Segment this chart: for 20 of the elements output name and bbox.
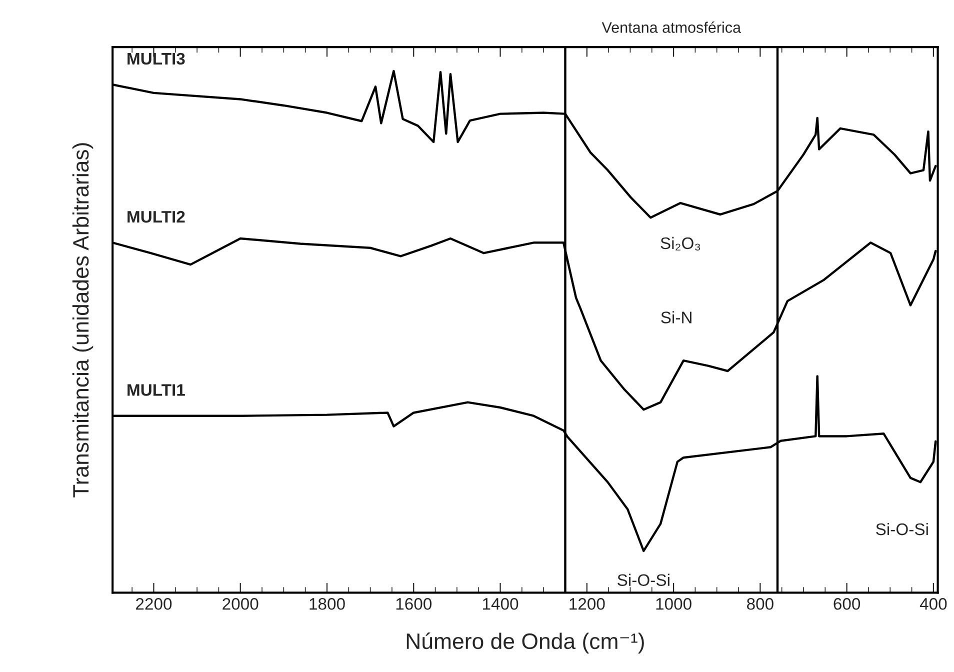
- annotation: Si-O-Si: [876, 522, 928, 536]
- x-tick-label: 2200: [136, 598, 172, 610]
- x-tick-label: 400: [920, 598, 947, 610]
- series-label: MULTI2: [128, 210, 185, 223]
- x-tick-label: 1000: [656, 598, 692, 610]
- annotation: Si₂O₃: [660, 236, 700, 251]
- x-tick-label: 600: [834, 598, 860, 610]
- annotation: Si-O-Si: [618, 574, 670, 586]
- series-label: MULTI1: [128, 384, 185, 396]
- x-tick-label: 800: [747, 598, 774, 610]
- x-axis-title: Número de Onda (cm⁻¹): [406, 632, 644, 654]
- x-tick-label: 1400: [483, 598, 518, 610]
- x-tick-label: 1600: [396, 598, 432, 610]
- x-tick-label: 1200: [570, 598, 605, 610]
- x-tick-label: 2000: [222, 598, 258, 610]
- text: Ventana atmosférica: [602, 22, 742, 33]
- annotation: Si-N: [661, 311, 692, 324]
- series-label: MULTI3: [128, 52, 185, 65]
- x-tick-label: 1800: [310, 598, 345, 610]
- y-axis-title: Transmitancia (unidades Arbitrarias): [72, 143, 94, 498]
